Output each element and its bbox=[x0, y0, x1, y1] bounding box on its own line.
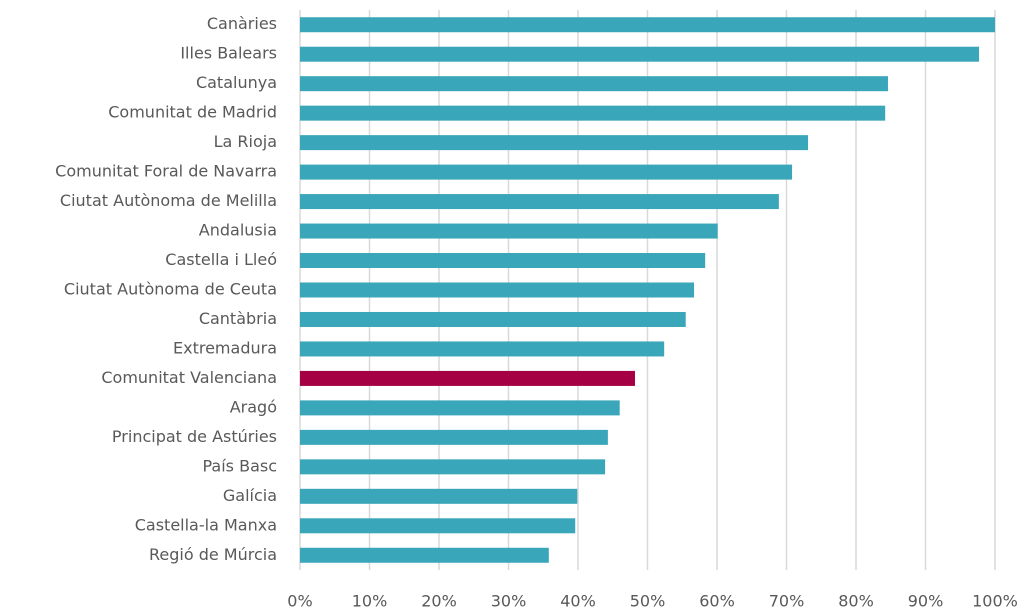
bar bbox=[300, 429, 608, 445]
y-tick-label: Extremadura bbox=[173, 338, 277, 357]
x-tick-label: 30% bbox=[491, 592, 527, 611]
bar bbox=[300, 164, 793, 180]
x-tick-label: 50% bbox=[630, 592, 666, 611]
bar bbox=[300, 370, 635, 386]
y-tick-label: Castella-la Manxa bbox=[135, 515, 277, 534]
y-tick-label: Andalusia bbox=[199, 221, 277, 240]
y-tick-label: La Rioja bbox=[214, 132, 277, 151]
bar bbox=[300, 46, 980, 62]
bar bbox=[300, 311, 686, 327]
x-tick-label: 70% bbox=[769, 592, 805, 611]
x-tick-label: 20% bbox=[421, 592, 457, 611]
bar bbox=[300, 400, 620, 416]
bar bbox=[300, 105, 886, 121]
bar bbox=[300, 194, 779, 210]
bar bbox=[300, 282, 695, 298]
x-tick-label: 10% bbox=[352, 592, 388, 611]
x-tick-label: 80% bbox=[838, 592, 874, 611]
y-tick-label: País Basc bbox=[202, 456, 277, 475]
y-tick-label: Ciutat Autònoma de Ceuta bbox=[64, 280, 277, 299]
y-tick-label: Canàries bbox=[207, 14, 277, 33]
y-tick-label: Comunitat Foral de Navarra bbox=[55, 162, 277, 181]
y-tick-label: Cantàbria bbox=[199, 309, 277, 328]
bar bbox=[300, 547, 549, 563]
x-tick-label: 100% bbox=[972, 592, 1018, 611]
x-tick-label: 0% bbox=[287, 592, 312, 611]
bar bbox=[300, 17, 995, 33]
bar bbox=[300, 518, 576, 534]
bar bbox=[300, 341, 665, 357]
bar bbox=[300, 76, 888, 92]
y-tick-label: Castella i Lleó bbox=[165, 250, 277, 269]
y-tick-label: Ciutat Autònoma de Melilla bbox=[60, 191, 277, 210]
y-tick-label: Comunitat Valenciana bbox=[101, 368, 277, 387]
x-tick-label: 60% bbox=[699, 592, 735, 611]
y-tick-label: Comunitat de Madrid bbox=[108, 103, 277, 122]
bar bbox=[300, 488, 578, 504]
y-tick-label: Aragó bbox=[230, 397, 277, 416]
y-tick-label: Catalunya bbox=[196, 73, 277, 92]
y-tick-label: Illes Balears bbox=[180, 44, 277, 63]
bar bbox=[300, 253, 706, 269]
x-tick-label: 90% bbox=[908, 592, 944, 611]
bar bbox=[300, 135, 809, 151]
bar bbox=[300, 459, 606, 475]
x-tick-label: 40% bbox=[560, 592, 596, 611]
y-tick-label: Regió de Múrcia bbox=[149, 545, 277, 564]
bar bbox=[300, 223, 718, 239]
y-tick-label: Principat de Astúries bbox=[112, 427, 277, 446]
y-tick-label: Galícia bbox=[223, 486, 277, 505]
